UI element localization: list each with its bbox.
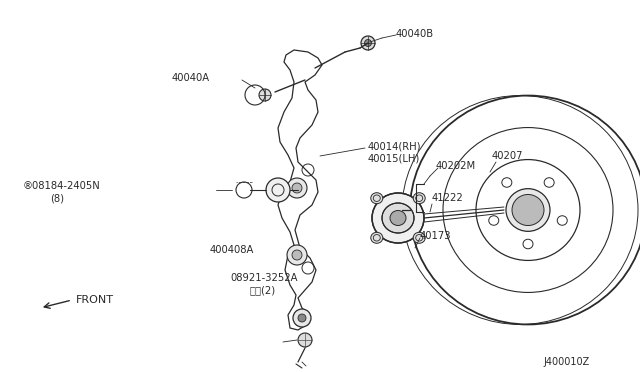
Ellipse shape [390,211,406,225]
Text: 40202M: 40202M [436,161,476,171]
Text: 40040B: 40040B [396,29,434,39]
Text: 40015(LH): 40015(LH) [368,153,420,163]
Circle shape [292,183,302,193]
Text: ピン(2): ピン(2) [250,285,276,295]
Text: 40014(RH): 40014(RH) [368,141,422,151]
Ellipse shape [372,193,424,243]
Text: FRONT: FRONT [76,295,114,305]
Circle shape [287,245,307,265]
Ellipse shape [506,189,550,231]
Circle shape [298,333,312,347]
Text: 400408A: 400408A [210,245,254,255]
Circle shape [259,89,271,101]
Circle shape [287,178,307,198]
Ellipse shape [413,232,425,243]
Text: 40207: 40207 [492,151,524,161]
Text: 40173: 40173 [420,231,451,241]
Circle shape [266,178,290,202]
Text: (8): (8) [50,193,64,203]
Circle shape [361,36,375,50]
Ellipse shape [371,193,383,204]
Text: 08921-3252A: 08921-3252A [230,273,298,283]
Circle shape [293,309,311,327]
Circle shape [365,39,371,46]
Ellipse shape [512,195,544,225]
Ellipse shape [382,203,414,233]
Ellipse shape [371,232,383,243]
Circle shape [298,314,306,322]
Text: 40040A: 40040A [172,73,210,83]
Text: ®08184-2405N: ®08184-2405N [23,181,100,191]
Text: 41222: 41222 [432,193,464,203]
Ellipse shape [413,193,425,204]
Text: J400010Z: J400010Z [544,357,590,367]
Circle shape [292,250,302,260]
